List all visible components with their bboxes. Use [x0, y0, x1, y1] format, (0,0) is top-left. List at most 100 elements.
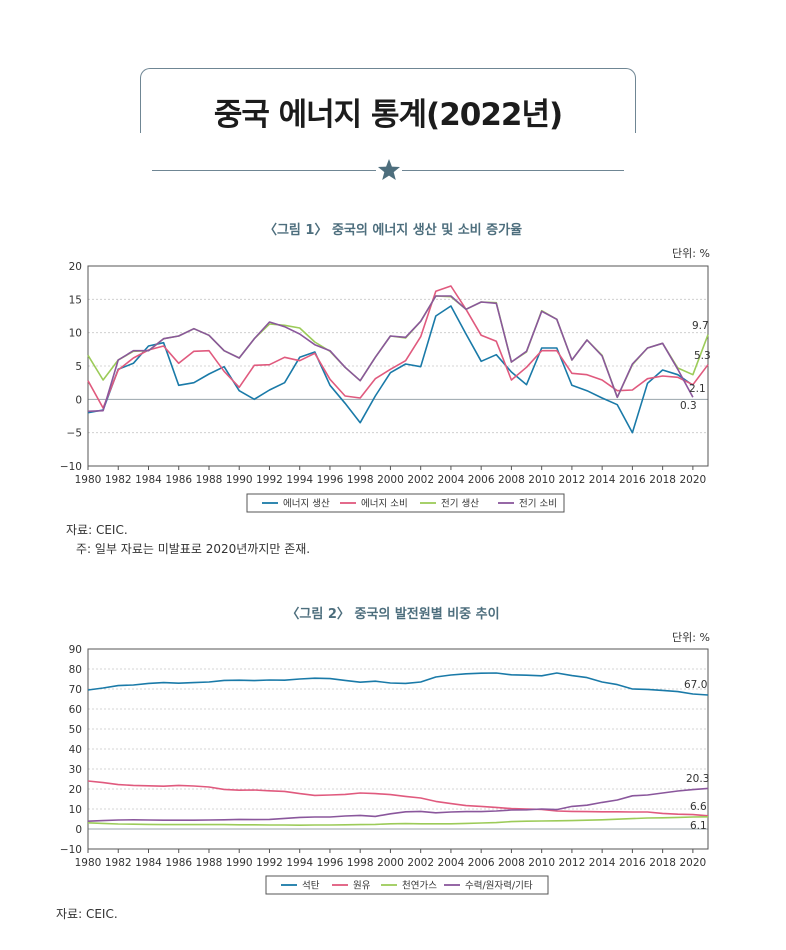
x-tick-label: 1986 [165, 474, 192, 486]
x-tick-label: 1988 [196, 857, 223, 869]
x-tick-label: 2004 [438, 857, 465, 869]
figure-1-footnote: 주: 일부 자료는 미발표로 2020년까지만 존재. [76, 542, 311, 556]
y-tick-label: 90 [69, 644, 82, 656]
x-tick-label: 1996 [317, 474, 344, 486]
y-tick-label: −10 [60, 844, 82, 856]
x-tick-label: 2014 [589, 474, 616, 486]
legend-label: 천연가스 [402, 881, 437, 892]
series-line-4 [87, 787, 709, 822]
y-tick-label: 10 [69, 328, 82, 340]
x-tick-label: 2006 [468, 857, 495, 869]
x-tick-label: 1984 [135, 474, 162, 486]
series-line-1 [87, 305, 694, 434]
title-frame: 중국 에너지 통계(2022년) [140, 68, 636, 133]
y-tick-label: 80 [69, 664, 82, 676]
series-line-2 [87, 285, 709, 409]
figure-1-source: 자료: CEIC. [66, 523, 128, 537]
x-tick-label: 1984 [135, 857, 162, 869]
x-tick-label: 1996 [317, 857, 344, 869]
y-tick-label: 40 [69, 744, 82, 756]
y-tick-label: 50 [69, 724, 82, 736]
legend-box [265, 875, 549, 895]
y-tick-label: 0 [75, 394, 82, 406]
x-tick-label: 2020 [680, 857, 707, 869]
title-divider-right [402, 170, 624, 171]
y-tick-label: 15 [69, 294, 82, 306]
end-value-label: 20.3 [686, 773, 709, 785]
x-tick-label: 1980 [75, 857, 102, 869]
y-tick-label: 20 [69, 261, 82, 273]
y-tick-label: −5 [67, 428, 82, 440]
figure-2-title: 〈그림 2〉 중국의 발전원별 비중 추이 [286, 607, 500, 622]
x-tick-label: 1980 [75, 474, 102, 486]
legend-label: 전기 소비 [519, 499, 557, 510]
series-line-2 [87, 780, 709, 817]
end-value-label: 67.0 [684, 679, 707, 691]
end-value-label: 2.1 [689, 383, 706, 395]
y-tick-label: 30 [69, 764, 82, 776]
x-tick-label: 1988 [196, 474, 223, 486]
y-tick-label: 0 [75, 824, 82, 836]
legend-box [246, 493, 565, 513]
legend-label: 전기 생산 [441, 499, 479, 510]
x-tick-label: 2008 [498, 474, 525, 486]
end-value-label: 5.3 [694, 350, 711, 362]
x-tick-label: 2000 [377, 857, 404, 869]
x-tick-label: 2016 [619, 857, 646, 869]
y-tick-label: 70 [69, 684, 82, 696]
y-tick-label: −10 [60, 461, 82, 473]
x-tick-label: 1992 [256, 857, 283, 869]
series-line-1 [87, 672, 709, 696]
x-tick-label: 2018 [649, 474, 676, 486]
legend-label: 석탄 [302, 881, 320, 892]
end-value-label: 9.7 [692, 320, 709, 332]
x-tick-label: 2010 [528, 474, 555, 486]
x-tick-label: 1992 [256, 474, 283, 486]
x-tick-label: 1990 [226, 857, 253, 869]
x-tick-label: 2018 [649, 857, 676, 869]
y-tick-label: 60 [69, 704, 82, 716]
legend-label: 에너지 생산 [283, 499, 330, 510]
x-tick-label: 2002 [407, 474, 434, 486]
x-tick-label: 2004 [438, 474, 465, 486]
x-tick-label: 2012 [559, 857, 586, 869]
end-value-label: 6.6 [690, 801, 707, 813]
x-tick-label: 1990 [226, 474, 253, 486]
x-tick-label: 2000 [377, 474, 404, 486]
x-tick-label: 2010 [528, 857, 555, 869]
figure-1-title: 〈그림 1〉 중국의 에너지 생산 및 소비 증가율 [263, 223, 523, 238]
x-tick-label: 1986 [165, 857, 192, 869]
page-title: 중국 에너지 통계(2022년) [213, 97, 563, 133]
x-tick-label: 2020 [680, 474, 707, 486]
series-line-3 [87, 816, 709, 827]
figure-1-unit: 단위: % [672, 247, 710, 260]
x-tick-label: 2012 [559, 474, 586, 486]
legend-label: 원유 [353, 881, 371, 892]
figure-2-unit: 단위: % [672, 631, 710, 644]
series-line-4 [87, 295, 694, 413]
legend-label: 에너지 소비 [361, 499, 408, 510]
x-tick-label: 2014 [589, 857, 616, 869]
x-tick-label: 2016 [619, 474, 646, 486]
x-tick-label: 1982 [105, 474, 132, 486]
x-tick-label: 2006 [468, 474, 495, 486]
x-tick-label: 1994 [286, 857, 313, 869]
x-tick-label: 2008 [498, 857, 525, 869]
x-tick-label: 1994 [286, 474, 313, 486]
x-tick-label: 1998 [347, 857, 374, 869]
plot-frame [87, 648, 709, 850]
legend-label: 수력/원자력/기타 [465, 880, 533, 892]
x-tick-label: 1982 [105, 857, 132, 869]
y-tick-label: 10 [69, 804, 82, 816]
title-divider-left [152, 170, 376, 171]
x-tick-label: 1998 [347, 474, 374, 486]
y-tick-label: 20 [69, 784, 82, 796]
end-value-label: 6.1 [690, 820, 707, 832]
x-tick-label: 2002 [407, 857, 434, 869]
star-icon [378, 159, 400, 180]
y-tick-label: 5 [75, 361, 82, 373]
end-value-label: 0.3 [680, 400, 697, 412]
figure-2-source: 자료: CEIC. [56, 907, 118, 921]
